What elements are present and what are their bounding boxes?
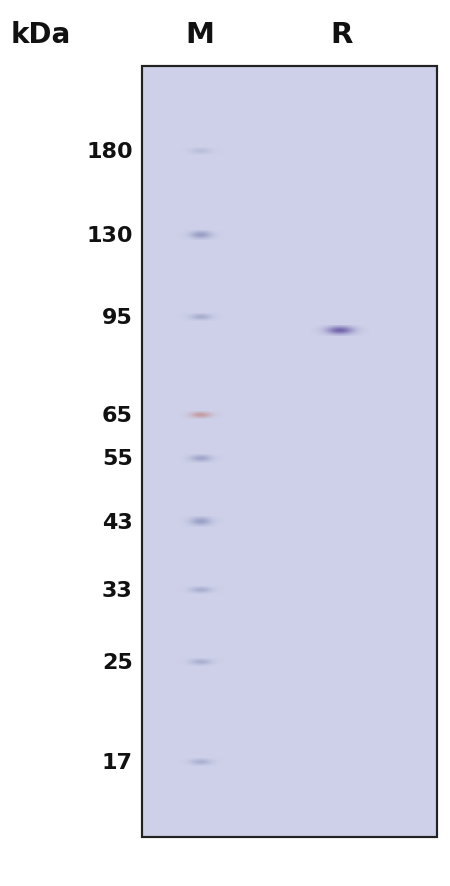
Text: 95: 95	[102, 307, 133, 327]
Text: 65: 65	[102, 406, 133, 425]
Text: R: R	[331, 21, 353, 50]
Text: 33: 33	[102, 580, 133, 601]
Bar	[142, 66, 436, 837]
Text: 25: 25	[102, 652, 133, 672]
Text: 55: 55	[102, 448, 133, 469]
Text: 43: 43	[102, 512, 133, 532]
Text: 17: 17	[102, 752, 133, 773]
Text: 180: 180	[86, 142, 133, 162]
Text: kDa: kDa	[10, 21, 71, 50]
Bar	[142, 66, 436, 837]
Text: 130: 130	[86, 226, 133, 246]
Text: M: M	[186, 21, 215, 50]
